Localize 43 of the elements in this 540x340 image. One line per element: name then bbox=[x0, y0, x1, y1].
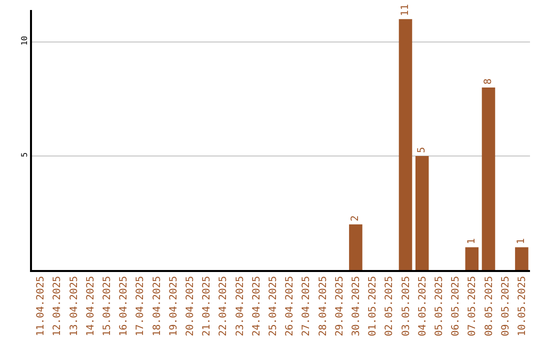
x-tick-label: 11.04.2025 bbox=[36, 276, 47, 336]
x-tick-label: 19.04.2025 bbox=[168, 276, 180, 336]
data-label: 8 bbox=[483, 78, 494, 85]
x-tick-label: 02.05.2025 bbox=[384, 276, 396, 336]
x-tick-label: 14.04.2025 bbox=[85, 276, 96, 336]
bar bbox=[349, 224, 362, 270]
x-tick-label: 04.05.2025 bbox=[417, 276, 428, 336]
x-tick-label: 24.04.2025 bbox=[251, 276, 262, 336]
bar bbox=[398, 19, 412, 270]
x-tick-label: 15.04.2025 bbox=[102, 276, 113, 336]
x-tick-label: 03.05.2025 bbox=[400, 276, 412, 336]
x-tick-label: 23.04.2025 bbox=[234, 276, 246, 336]
data-label: 11 bbox=[400, 4, 411, 16]
x-tick-label: 21.04.2025 bbox=[202, 276, 213, 336]
x-tick-label: 25.04.2025 bbox=[268, 276, 279, 336]
bar bbox=[415, 156, 429, 270]
x-tick-label: 26.04.2025 bbox=[284, 276, 296, 336]
y-tick-label: 10 bbox=[20, 36, 29, 46]
x-tick-label: 16.04.2025 bbox=[118, 276, 130, 336]
x-tick-label: 10.05.2025 bbox=[516, 276, 528, 336]
bar bbox=[515, 247, 528, 270]
data-label: 5 bbox=[416, 146, 428, 153]
x-tick-label: 06.05.2025 bbox=[450, 276, 462, 336]
x-tick-label: 07.05.2025 bbox=[467, 276, 478, 336]
x-tick-label: 22.04.2025 bbox=[218, 276, 230, 336]
x-tick-label: 17.04.2025 bbox=[135, 276, 146, 336]
x-tick-label: 29.04.2025 bbox=[334, 276, 346, 336]
bar bbox=[482, 88, 496, 270]
x-tick-label: 30.04.2025 bbox=[350, 276, 362, 336]
x-tick-label: 13.04.2025 bbox=[68, 276, 80, 336]
x-tick-label: 12.04.2025 bbox=[52, 276, 64, 336]
x-tick-label: 05.05.2025 bbox=[434, 276, 445, 336]
x-tick-label: 09.05.2025 bbox=[500, 276, 512, 336]
x-tick-label: 20.04.2025 bbox=[184, 276, 196, 336]
x-tick-label: 27.04.2025 bbox=[301, 276, 312, 336]
data-label: 1 bbox=[516, 238, 528, 244]
bar bbox=[465, 247, 479, 270]
x-tick-label: 08.05.2025 bbox=[484, 276, 495, 336]
data-label: 2 bbox=[350, 215, 362, 222]
x-tick-label: 01.05.2025 bbox=[368, 276, 379, 336]
x-tick-label: 18.04.2025 bbox=[152, 276, 163, 336]
x-tick-label: 28.04.2025 bbox=[318, 276, 329, 336]
data-label: 1 bbox=[466, 238, 478, 244]
